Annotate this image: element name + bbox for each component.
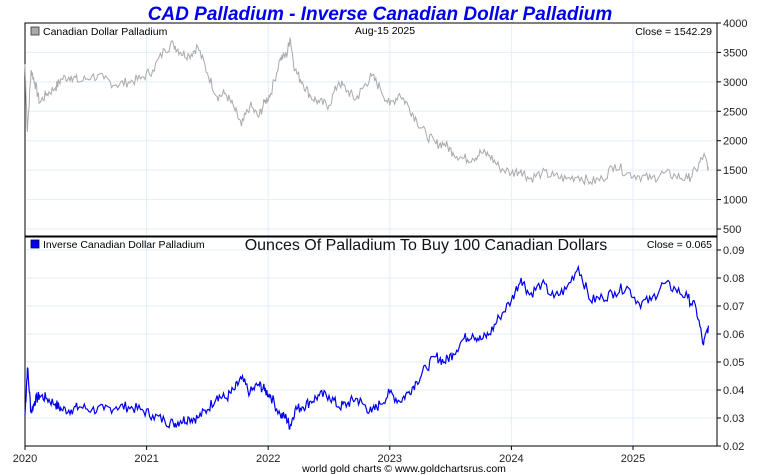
x-axis: 2020 2021 2022 2023 2024 2025 [13,446,645,465]
top-y-tick-label: 1500 [723,165,747,177]
top-legend-swatch [30,26,40,36]
x-tick-label: 2022 [256,453,280,465]
x-tick-label: 2025 [621,453,645,465]
top-series-line [24,37,709,186]
top-y-tick-label: 4000 [723,18,747,30]
bottom-series-line [24,264,709,430]
footer-credit: world gold charts © www.goldchartsrus.co… [301,463,506,475]
top-y-tick-label: 2000 [723,136,747,148]
bottom-y-tick-label: 0.07 [723,301,744,313]
date-label: Aug-15 2025 [355,25,415,37]
top-y-axis: 4000 3500 3000 2500 2000 1500 1000 500 [717,18,747,236]
top-y-tick-label: 500 [723,224,741,236]
top-y-tick-label: 3000 [723,77,747,89]
top-legend-label: Canadian Dollar Palladium [43,26,168,38]
bottom-y-tick-label: 0.04 [723,385,744,397]
gridlines [24,22,716,447]
top-panel-frame [24,22,718,237]
chart-title: CAD Palladium - Inverse Canadian Dollar … [148,4,613,25]
bottom-y-tick-label: 0.08 [723,273,744,285]
bottom-y-tick-label: 0.05 [723,357,744,369]
bottom-y-axis: 0.09 0.08 0.07 0.06 0.05 0.04 0.03 0.02 [717,245,744,453]
top-y-tick-label: 2500 [723,106,747,118]
bottom-panel-frame [24,236,718,447]
x-tick-label: 2023 [378,453,402,465]
x-tick-label: 2024 [499,453,523,465]
bottom-subtitle: Ounces Of Palladium To Buy 100 Canadian … [245,237,608,254]
bottom-y-tick-label: 0.06 [723,329,744,341]
top-y-tick-label: 3500 [723,47,747,59]
x-tick-label: 2021 [134,453,158,465]
bottom-legend-label: Inverse Canadian Dollar Palladium [43,239,205,251]
top-y-tick-label: 1000 [723,195,747,207]
top-close-label: Close = 1542.29 [635,26,712,38]
bottom-y-tick-label: 0.09 [723,245,744,257]
bottom-y-tick-label: 0.02 [723,441,744,453]
bottom-legend-swatch [30,239,40,249]
x-tick-label: 2020 [13,453,37,465]
bottom-close-label: Close = 0.065 [647,239,712,251]
bottom-y-tick-label: 0.03 [723,413,744,425]
